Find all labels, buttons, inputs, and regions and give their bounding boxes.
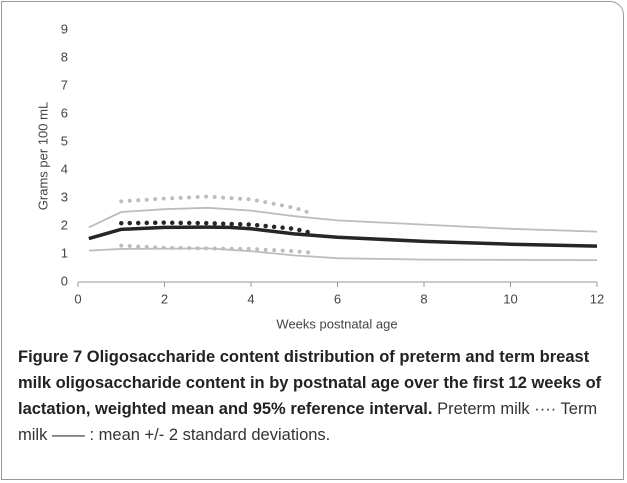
caption-text: Preterm milk ···· Term milk —— : mean +/… <box>18 400 598 444</box>
y-tick-label: 4 <box>61 161 68 176</box>
y-tick-label: 5 <box>61 133 68 148</box>
x-tick-label: 8 <box>420 291 427 306</box>
y-tick-label: 3 <box>61 189 68 204</box>
x-tick-label: 4 <box>247 291 254 306</box>
x-tick-label: 6 <box>334 291 341 306</box>
x-tick-label: 10 <box>503 291 517 306</box>
y-tick-label: 8 <box>61 49 68 64</box>
series-line <box>88 225 598 248</box>
caption-bold: Figure 7 Oligosaccharide content distrib… <box>18 348 602 418</box>
x-tick-label: 12 <box>590 291 604 306</box>
y-tick-label: 7 <box>61 77 68 92</box>
chart: Weeks postnatal age Grams per 100 mL 012… <box>35 21 604 331</box>
y-axis-label: Grams per 100 mL <box>35 102 50 210</box>
series-line <box>88 247 598 262</box>
y-tick-label: 1 <box>61 245 68 260</box>
x-tick-label: 0 <box>74 291 81 306</box>
series-line <box>119 194 314 216</box>
x-axis-label: Weeks postnatal age <box>276 316 397 331</box>
caption: Figure 7 Oligosaccharide content distrib… <box>18 344 614 448</box>
series-line <box>88 206 598 233</box>
y-tick-label: 6 <box>61 105 68 120</box>
y-tick-label: 0 <box>61 273 68 288</box>
y-tick-label: 2 <box>61 217 68 232</box>
series-line <box>119 220 314 236</box>
x-tick-label: 2 <box>161 291 168 306</box>
y-tick-label: 9 <box>61 21 68 36</box>
